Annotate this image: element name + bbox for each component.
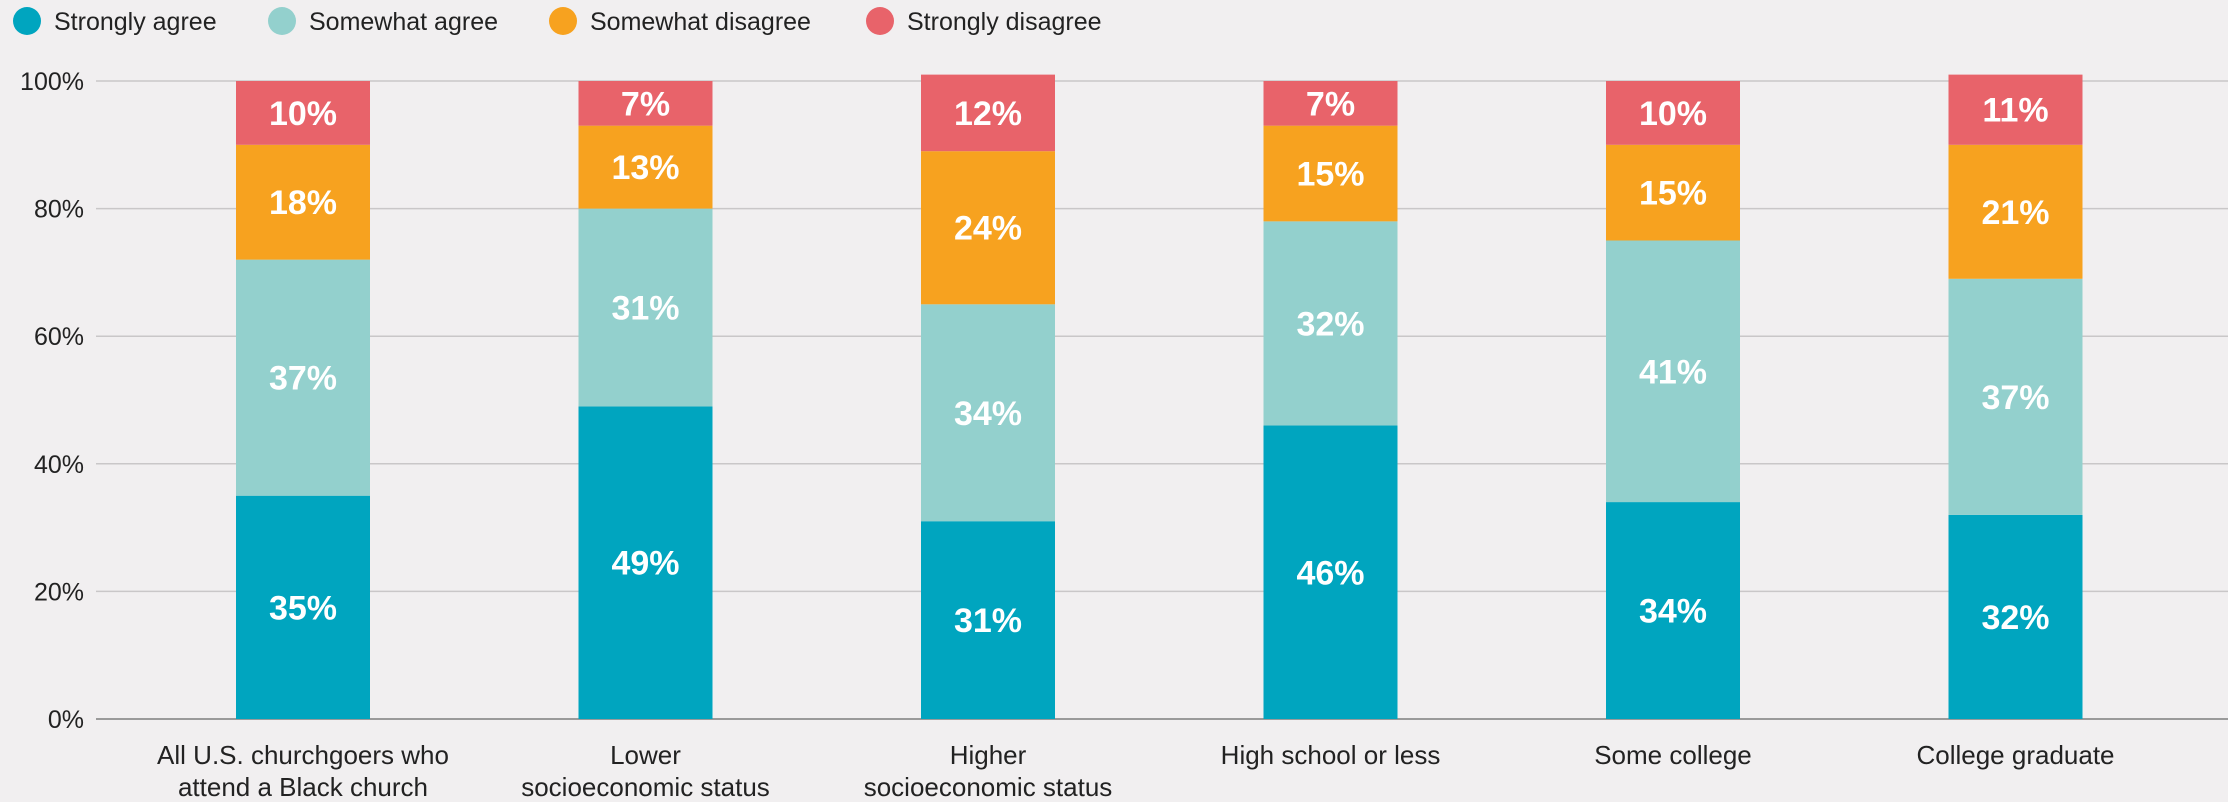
bar-segment-somewhat-agree: [578, 208, 713, 407]
y-axis: 0% 20% 40% 60% 80% 100%: [20, 68, 84, 734]
bar-segment-strongly-disagree: [236, 81, 370, 145]
legend-label-strongly-disagree: Strongly disagree: [907, 8, 1102, 36]
bar-stack: 49% 31% 13% 7%: [578, 81, 713, 719]
bar-segment-somewhat-agree: [921, 304, 1055, 522]
bar-segment-strongly-agree: [1263, 425, 1398, 719]
gridlines: [96, 80, 2228, 720]
bar-segment-strongly-disagree: [578, 81, 713, 126]
data-label: 10%: [269, 95, 337, 133]
data-label: 10%: [1639, 95, 1707, 133]
x-category-label: Lower socioeconomic status: [521, 740, 770, 802]
legend-swatch-strongly-disagree: [866, 7, 894, 35]
bar-segment-somewhat-disagree: [236, 144, 370, 260]
legend-label-somewhat-agree: Somewhat agree: [309, 8, 498, 36]
legend-swatch-somewhat-disagree: [549, 7, 577, 35]
bar-segment-strongly-disagree: [1263, 81, 1398, 126]
data-label: 12%: [954, 95, 1022, 133]
data-label: 46%: [1296, 554, 1364, 592]
bars: 35% 37% 18% 10% 49% 31% 13% 7% 31% 34% 24% 12% 46% 32…: [236, 74, 2083, 719]
x-category-label: College graduate: [1916, 740, 2114, 770]
data-label: 7%: [1306, 85, 1355, 123]
bar-segment-somewhat-disagree: [921, 151, 1055, 305]
bar-segment-somewhat-agree: [236, 259, 370, 496]
bar-segment-strongly-agree: [1948, 514, 2083, 719]
bar-segment-somewhat-agree: [1606, 240, 1740, 503]
bar-stack: 46% 32% 15% 7%: [1263, 81, 1398, 719]
bar-segment-strongly-agree: [578, 406, 713, 719]
bar-segment-strongly-disagree: [1606, 81, 1740, 145]
bar-segment-somewhat-disagree: [578, 125, 713, 209]
data-label: 18%: [269, 184, 337, 222]
data-label: 37%: [269, 360, 337, 398]
data-label: 31%: [954, 602, 1022, 640]
x-category-label: Higher socioeconomic status: [864, 740, 1113, 802]
x-category-label: All U.S. churchgoers who attend a Black c…: [157, 740, 449, 802]
bar-segment-strongly-disagree: [921, 74, 1055, 152]
legend-label-somewhat-disagree: Somewhat disagree: [590, 8, 811, 36]
data-label: 41%: [1639, 353, 1707, 391]
y-tick-label: 100%: [20, 68, 84, 96]
data-label: 31%: [611, 289, 679, 327]
bar-segment-strongly-agree: [236, 495, 370, 719]
bar-stack: 32% 37% 21% 11%: [1948, 74, 2083, 719]
data-label: 11%: [1982, 92, 2048, 130]
data-label: 49%: [611, 545, 679, 583]
bar-stack: 34% 41% 15% 10%: [1606, 81, 1740, 719]
data-label: 34%: [1639, 593, 1707, 631]
bar-stack: 35% 37% 18% 10%: [236, 81, 370, 719]
data-label: 15%: [1639, 175, 1707, 213]
data-label: 7%: [621, 85, 670, 123]
x-category-label: High school or less: [1221, 740, 1441, 770]
bar-segment-somewhat-disagree: [1263, 125, 1398, 222]
data-label: 32%: [1296, 305, 1364, 343]
bar-segment-somewhat-disagree: [1606, 144, 1740, 241]
legend-swatch-strongly-agree: [13, 7, 41, 35]
legend: Strongly agree Somewhat agree Somewhat dis…: [13, 7, 1102, 36]
bar-segment-strongly-disagree: [1948, 74, 2083, 145]
bar-segment-somewhat-agree: [1948, 278, 2083, 515]
data-label: 37%: [1981, 379, 2049, 417]
legend-swatch-somewhat-agree: [268, 7, 296, 35]
data-label: 24%: [954, 210, 1022, 248]
data-label: 15%: [1296, 156, 1364, 194]
data-label: 21%: [1981, 194, 2049, 232]
bar-segment-strongly-agree: [1606, 502, 1740, 719]
y-tick-label: 20%: [34, 578, 84, 606]
y-tick-label: 60%: [34, 323, 84, 351]
y-tick-label: 0%: [48, 706, 84, 734]
data-label: 34%: [954, 395, 1022, 433]
bar-segment-somewhat-agree: [1263, 221, 1398, 426]
x-axis: All U.S. churchgoers who attend a Black c…: [157, 740, 2114, 802]
bar-stack: 31% 34% 24% 12%: [921, 74, 1055, 719]
bar-segment-strongly-agree: [921, 521, 1055, 719]
y-tick-label: 80%: [34, 196, 84, 224]
data-label: 35%: [269, 589, 337, 627]
data-label: 13%: [611, 149, 679, 187]
bar-segment-somewhat-disagree: [1948, 144, 2083, 279]
y-tick-label: 40%: [34, 451, 84, 479]
data-label: 32%: [1981, 599, 2049, 637]
x-category-label: Some college: [1594, 740, 1752, 770]
legend-label-strongly-agree: Strongly agree: [54, 8, 217, 36]
